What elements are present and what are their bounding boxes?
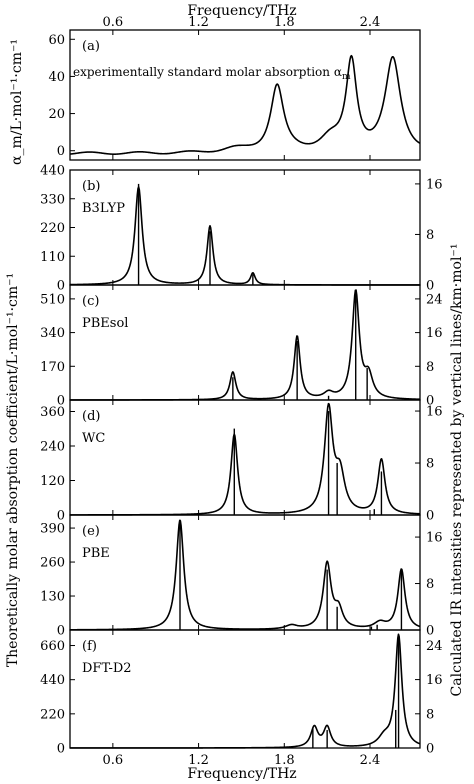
left-y-tick-label: 170 — [40, 360, 65, 375]
right-y-tick-label: 0 — [426, 624, 434, 639]
right-y-tick-label: 8 — [426, 707, 434, 722]
left-y-tick-label: 510 — [40, 292, 65, 307]
panel-a-y-axis-title: α_m/L·mol⁻¹·cm⁻¹ — [9, 39, 25, 165]
left-y-tick-label: 330 — [40, 192, 65, 207]
x-tick-label: 1.8 — [274, 753, 295, 768]
left-y-tick-label: 0 — [57, 394, 65, 409]
panel-e: 0 8 16 0 130 260 390 (e) PBE — [40, 514, 443, 639]
left-y-tick-label: 440 — [40, 164, 65, 179]
panel-a: 0 20 40 60 0.6 1.2 1.8 2.4 (a) experimentally sta… — [48, 15, 421, 161]
left-y-tick-label: 0 — [57, 144, 65, 159]
left-y-tick-label: 390 — [40, 522, 65, 537]
right-y-tick-label: 24 — [426, 639, 443, 654]
right-y-tick-label: 16 — [426, 405, 443, 420]
method-label: PBE — [82, 546, 110, 561]
right-y-tick-label: 0 — [426, 279, 434, 294]
left-y-tick-label: 40 — [48, 70, 65, 85]
left-y-tick-label: 440 — [40, 673, 65, 688]
right-y-tick-label: 0 — [426, 394, 434, 409]
right-y-tick-label: 16 — [426, 177, 443, 192]
left-y-axis-title: Theoretically molar absorption coefficie… — [5, 273, 21, 667]
right-y-tick-label: 8 — [426, 577, 434, 592]
plot-frame — [69, 29, 421, 161]
left-y-tick-label: 0 — [57, 279, 65, 294]
left-y-tick-label: 240 — [40, 440, 65, 455]
x-tick-label: 1.8 — [274, 15, 295, 30]
panel-d: 0 8 16 0 120 240 360 (d) WC — [40, 399, 443, 524]
left-y-tick-label: 130 — [40, 590, 65, 605]
left-y-tick-label: 110 — [40, 250, 65, 265]
x-tick-label: 1.2 — [188, 15, 209, 30]
right-y-axis-title: Calculated IR intensities represented by… — [449, 244, 465, 697]
plot-frame — [69, 629, 421, 749]
left-y-tick-label: 120 — [40, 474, 65, 489]
left-y-tick-label: 20 — [48, 107, 65, 122]
panel-letter: (d) — [82, 409, 100, 424]
panel-c: 0 8 16 24 0 170 340 510 (c) PBEsol — [40, 284, 443, 409]
x-tick-label: 2.4 — [360, 15, 381, 30]
x-tick-label: 0.6 — [103, 15, 124, 30]
left-y-tick-label: 360 — [40, 405, 65, 420]
right-y-tick-label: 16 — [426, 326, 443, 341]
spectrum-curve — [69, 519, 421, 631]
method-label: DFT-D2 — [82, 661, 132, 676]
method-label: B3LYP — [82, 201, 125, 216]
left-y-tick-label: 220 — [40, 707, 65, 722]
spectrum-curve — [69, 402, 421, 516]
x-tick-label: 0.6 — [103, 753, 124, 768]
left-y-tick-label: 0 — [57, 509, 65, 524]
chart-panels: 0 20 40 60 0.6 1.2 1.8 2.4 (a) experimentally sta… — [40, 15, 442, 768]
bottom-x-axis-title: Frequency/THz — [187, 766, 296, 782]
right-y-tick-label: 8 — [426, 360, 434, 375]
left-y-tick-label: 220 — [40, 221, 65, 236]
right-y-tick-label: 16 — [426, 673, 443, 688]
right-y-tick-label: 16 — [426, 531, 443, 546]
panel-b: 0 8 16 0 110 220 330 440 (b) B3LYP — [40, 164, 442, 294]
panel-letter: (b) — [82, 179, 100, 194]
panel-letter: (a) — [82, 39, 100, 54]
left-y-tick-label: 0 — [57, 624, 65, 639]
panel-f: 0 8 16 24 0 220 440 660 0.6 1.2 1.8 2.4 (f) DFT-D2 — [40, 629, 443, 768]
panel-letter: (c) — [82, 294, 99, 309]
method-label: WC — [82, 431, 105, 446]
left-y-tick-label: 60 — [48, 33, 65, 48]
left-y-tick-label: 260 — [40, 556, 65, 571]
plot-frame — [69, 169, 421, 286]
right-y-tick-label: 0 — [426, 509, 434, 524]
spectrum-curve — [69, 633, 421, 749]
x-tick-label: 1.2 — [188, 753, 209, 768]
right-y-tick-label: 24 — [426, 292, 443, 307]
plot-frame — [69, 399, 421, 516]
top-x-axis-title: Frequency/THz — [187, 3, 296, 19]
panel-description: experimentally standard molar absorption… — [73, 65, 351, 82]
spectrum-curve — [69, 54, 421, 155]
right-y-tick-label: 0 — [426, 742, 434, 757]
panel-letter: (f) — [82, 639, 97, 654]
left-y-tick-label: 340 — [40, 326, 65, 341]
plot-frame — [69, 514, 421, 631]
right-y-tick-label: 8 — [426, 228, 434, 243]
method-label: PBEsol — [82, 316, 128, 331]
left-y-tick-label: 0 — [57, 742, 65, 757]
x-tick-label: 2.4 — [360, 753, 381, 768]
panel-letter: (e) — [82, 524, 100, 539]
right-y-tick-label: 8 — [426, 457, 434, 472]
left-y-tick-label: 660 — [40, 639, 65, 654]
